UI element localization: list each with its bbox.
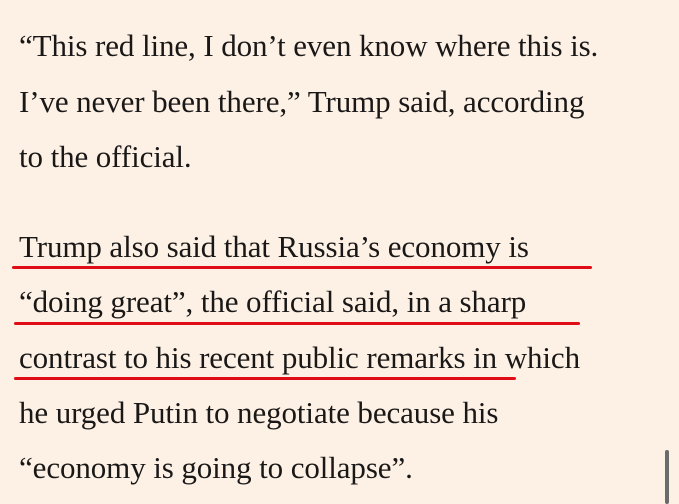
red-underline-3 (14, 377, 516, 380)
red-underline-1 (12, 266, 592, 269)
paragraph-2-line-4: he urged Putin to negotiate because his (19, 395, 499, 430)
paragraph-1-line-3: to the official. (19, 139, 192, 174)
red-underline-2 (14, 322, 580, 325)
paragraph-1-line-1: “This red line, I don’t even know where … (19, 28, 599, 63)
paragraph-2-line-5: “economy is going to collapse”. (19, 450, 413, 485)
paragraph-2-line-1: Trump also said that Russia’s economy is (19, 229, 529, 264)
paragraph-2-line-2: “doing great”, the official said, in a s… (19, 284, 527, 319)
scrollbar-thumb[interactable] (665, 450, 669, 504)
paragraph-1-line-2: I’ve never been there,” Trump said, acco… (19, 84, 585, 119)
paragraph-2-line-3: contrast to his recent public remarks in… (19, 340, 580, 375)
